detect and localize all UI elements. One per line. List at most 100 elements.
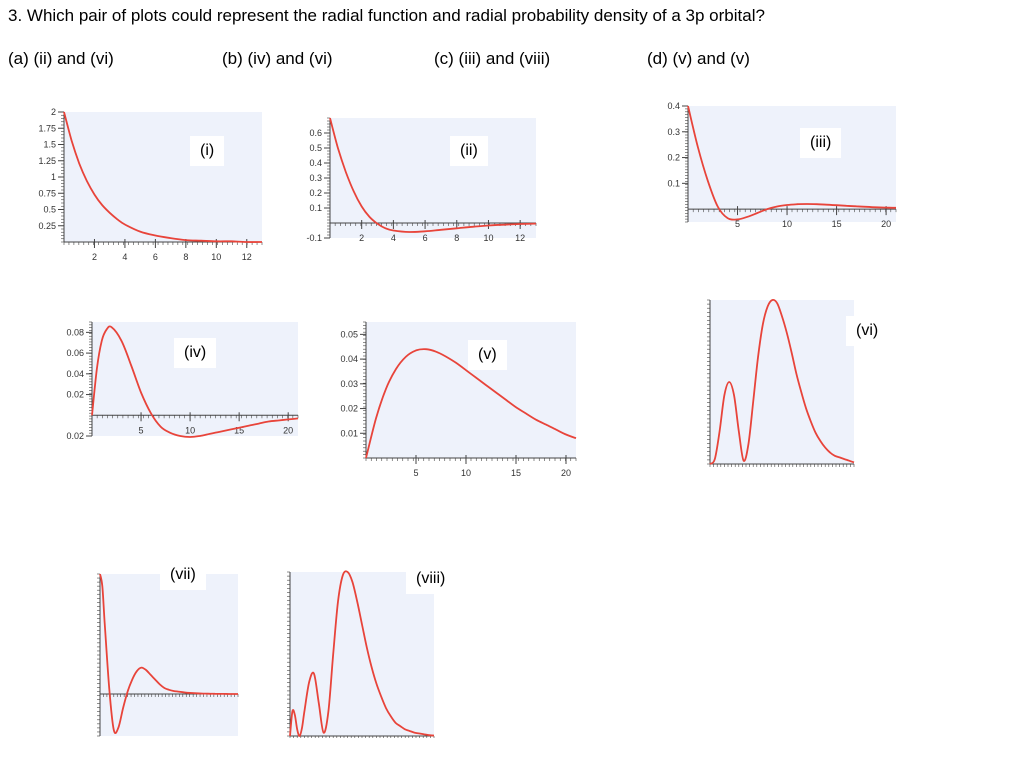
y-tick-label: 0.75 xyxy=(38,188,56,198)
data-point xyxy=(101,204,103,206)
data-point xyxy=(719,430,721,432)
data-point xyxy=(268,421,270,423)
data-point xyxy=(717,206,719,208)
data-point xyxy=(287,419,289,421)
plot-iv: 5 10 15 20 0.02 0.02 0.04 0.06 0.08 (iv) xyxy=(46,310,308,460)
plot-iv-curve xyxy=(91,325,299,438)
x-tick-label: 15 xyxy=(511,468,521,478)
data-point xyxy=(118,727,120,729)
data-point xyxy=(776,206,778,208)
data-point xyxy=(329,117,331,119)
data-point xyxy=(261,241,263,243)
plot-v-svg: 5 10 15 20 0.01 0.02 0.03 0.04 0.05 xyxy=(340,321,577,478)
data-point xyxy=(304,711,306,713)
plot-viii: (viii) xyxy=(282,556,456,738)
plot-viii-curve xyxy=(289,570,435,737)
data-point xyxy=(697,146,699,148)
data-point xyxy=(405,356,407,358)
data-point xyxy=(545,424,547,426)
data-point xyxy=(826,204,828,206)
data-point xyxy=(318,702,320,704)
data-point xyxy=(762,324,764,326)
data-point xyxy=(895,207,897,209)
data-point xyxy=(216,241,218,243)
option-c: (c) (iii) and (viii) xyxy=(434,49,551,68)
data-point xyxy=(106,329,108,331)
data-point xyxy=(164,687,166,689)
x-tick-label: 6 xyxy=(423,233,428,243)
plot-label-viii: (viii) xyxy=(406,564,456,594)
data-point xyxy=(376,683,378,685)
x-tick-label: 10 xyxy=(461,468,471,478)
plot-vi-curve xyxy=(709,298,855,465)
data-point xyxy=(475,377,477,379)
data-point xyxy=(233,693,235,695)
y-tick-label: 0.03 xyxy=(340,379,358,389)
data-point xyxy=(853,462,855,464)
data-point xyxy=(727,217,729,219)
data-point xyxy=(766,208,768,210)
data-point xyxy=(816,203,818,205)
data-point xyxy=(159,684,161,686)
plot-iv-svg: 5 10 15 20 0.02 0.02 0.04 0.06 0.08 xyxy=(66,321,299,441)
data-point xyxy=(815,432,817,434)
data-point xyxy=(231,241,233,243)
option-d: (d) (v) and (v) xyxy=(647,49,750,68)
data-point xyxy=(433,735,435,737)
data-point xyxy=(86,180,88,182)
data-point xyxy=(424,231,426,233)
data-point xyxy=(352,581,354,583)
plot-label-iii: (iii) xyxy=(800,128,842,158)
data-point xyxy=(767,306,769,308)
plot-iii: 5 10 15 20 0.1 0.2 0.3 0.4 (iii) xyxy=(640,96,912,252)
y-tick-label: 1.5 xyxy=(43,140,56,150)
data-point xyxy=(369,216,371,218)
data-point xyxy=(136,670,138,672)
data-point xyxy=(345,171,347,173)
data-point xyxy=(228,693,230,695)
data-point xyxy=(866,206,868,208)
data-point xyxy=(535,223,537,225)
data-point xyxy=(456,228,458,230)
data-point xyxy=(385,388,387,390)
data-point xyxy=(519,223,521,225)
data-point xyxy=(829,452,831,454)
plot-label-v: (v) xyxy=(468,340,507,370)
plot-i-svg: 2 4 6 8 10 12 0.25 0.5 0.75 1 1.25 1.5 1.75 2 xyxy=(38,107,263,262)
data-point xyxy=(505,399,507,401)
data-point xyxy=(414,732,416,734)
data-point xyxy=(488,225,490,227)
x-tick-label: 4 xyxy=(391,233,396,243)
x-tick-label: 12 xyxy=(242,252,252,262)
data-point xyxy=(472,226,474,228)
data-point xyxy=(728,381,730,383)
x-tick-label: 10 xyxy=(782,219,792,229)
plot-label-vi: (vi) xyxy=(846,316,889,346)
data-point xyxy=(361,206,363,208)
data-point xyxy=(535,419,537,421)
question-text: 3. Which pair of plots could represent t… xyxy=(8,6,765,25)
data-point xyxy=(776,303,778,305)
data-point xyxy=(440,229,442,231)
plot-i-curve xyxy=(63,111,263,243)
data-point xyxy=(308,681,310,683)
data-point xyxy=(445,356,447,358)
data-point xyxy=(353,191,355,193)
data-point xyxy=(113,729,115,731)
y-tick-label: -0.1 xyxy=(306,233,322,243)
option-b: (b) (iv) and (vi) xyxy=(222,49,333,68)
data-point xyxy=(856,206,858,208)
x-tick-label: 4 xyxy=(122,252,127,262)
data-point xyxy=(848,460,850,462)
data-point xyxy=(150,674,152,676)
data-point xyxy=(99,573,101,575)
data-point xyxy=(772,299,774,301)
data-point xyxy=(757,357,759,359)
y-tick-label: 1.75 xyxy=(38,123,56,133)
data-point xyxy=(687,105,689,107)
data-point xyxy=(131,679,133,681)
data-point xyxy=(155,235,157,237)
data-point xyxy=(278,420,280,422)
x-tick-label: 20 xyxy=(561,468,571,478)
data-point xyxy=(757,212,759,214)
